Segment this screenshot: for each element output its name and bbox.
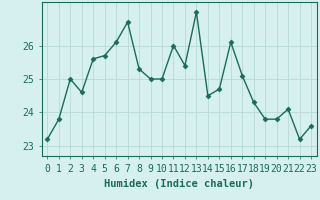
X-axis label: Humidex (Indice chaleur): Humidex (Indice chaleur) xyxy=(104,179,254,189)
